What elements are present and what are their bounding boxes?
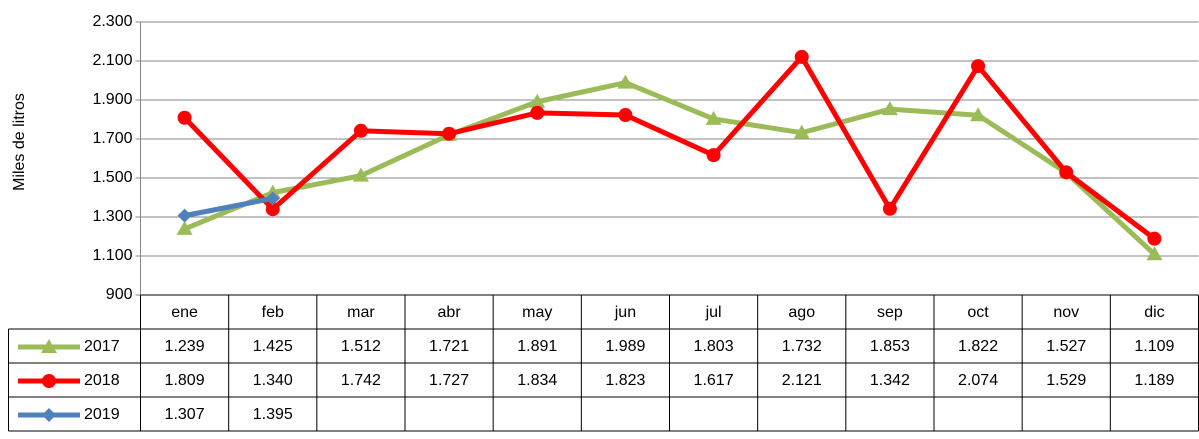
y-tick-label: 900 bbox=[106, 286, 133, 303]
y-tick-label: 1.700 bbox=[92, 130, 132, 147]
data-point bbox=[1059, 165, 1074, 180]
table-value: 1.809 bbox=[165, 372, 205, 389]
x-tick-label: feb bbox=[262, 304, 284, 321]
data-point bbox=[618, 108, 633, 123]
y-tick-label: 2.300 bbox=[92, 13, 132, 30]
table-value: 1.395 bbox=[253, 406, 293, 423]
table-value: 1.853 bbox=[870, 338, 910, 355]
table-value: 2.074 bbox=[958, 372, 998, 389]
legend-marker bbox=[42, 408, 56, 422]
data-point bbox=[177, 208, 192, 223]
x-tick-label: jun bbox=[614, 304, 636, 321]
data-point bbox=[970, 107, 987, 122]
data-point bbox=[353, 123, 368, 138]
y-tick-label: 2.100 bbox=[92, 52, 132, 69]
data-point bbox=[177, 110, 192, 125]
data-point bbox=[265, 202, 280, 217]
data-point bbox=[530, 105, 545, 120]
legend-marker bbox=[42, 374, 56, 388]
table-value: 1.732 bbox=[782, 338, 822, 355]
data-point bbox=[617, 74, 634, 89]
table-value: 1.239 bbox=[165, 338, 205, 355]
x-tick-label: ago bbox=[788, 304, 815, 321]
table-value: 1.425 bbox=[253, 338, 293, 355]
table-value: 1.342 bbox=[870, 372, 910, 389]
data-point bbox=[882, 201, 897, 216]
x-tick-label: ene bbox=[171, 304, 198, 321]
table-value: 1.823 bbox=[605, 372, 645, 389]
table-value: 1.891 bbox=[517, 338, 557, 355]
data-point bbox=[1147, 231, 1162, 246]
table-value: 1.803 bbox=[694, 338, 734, 355]
y-tick-label: 1.300 bbox=[92, 208, 132, 225]
table-value: 1.189 bbox=[1134, 372, 1174, 389]
table-value: 1.109 bbox=[1134, 338, 1174, 355]
data-point bbox=[352, 167, 369, 182]
table-value: 1.742 bbox=[341, 372, 381, 389]
data-point bbox=[1146, 246, 1163, 261]
series-line bbox=[182, 54, 1156, 241]
table-value: 1.340 bbox=[253, 372, 293, 389]
x-tick-label: may bbox=[522, 304, 552, 321]
data-point bbox=[442, 126, 457, 141]
x-tick-label: oct bbox=[967, 304, 989, 321]
data-point bbox=[706, 148, 721, 163]
legend-label: 2018 bbox=[84, 372, 120, 389]
x-tick-label: nov bbox=[1053, 304, 1079, 321]
y-tick-label: 1.900 bbox=[92, 91, 132, 108]
y-tick-label: 1.500 bbox=[92, 169, 132, 186]
x-tick-label: dic bbox=[1144, 304, 1164, 321]
y-tick-label: 1.100 bbox=[92, 247, 132, 264]
table-value: 1.617 bbox=[694, 372, 734, 389]
y-axis-title: Miles de litros bbox=[11, 93, 28, 191]
table-value: 2.121 bbox=[782, 372, 822, 389]
x-tick-label: sep bbox=[877, 304, 903, 321]
series-line bbox=[183, 80, 1157, 257]
table-value: 1.512 bbox=[341, 338, 381, 355]
data-point bbox=[971, 59, 986, 74]
table-value: 1.727 bbox=[429, 372, 469, 389]
table-value: 1.527 bbox=[1046, 338, 1086, 355]
data-point bbox=[705, 110, 722, 125]
data-point bbox=[265, 191, 280, 206]
legend-label: 2019 bbox=[84, 406, 120, 423]
x-tick-label: abr bbox=[438, 304, 462, 321]
table-value: 1.721 bbox=[429, 338, 469, 355]
data-point bbox=[176, 220, 193, 235]
data-point bbox=[793, 124, 810, 139]
legend-marker bbox=[41, 339, 57, 353]
x-tick-label: mar bbox=[347, 304, 375, 321]
data-point bbox=[794, 49, 809, 64]
x-tick-label: jul bbox=[705, 304, 722, 321]
table-value: 1.822 bbox=[958, 338, 998, 355]
data-point bbox=[881, 101, 898, 116]
series-line bbox=[184, 196, 274, 219]
table-value: 1.834 bbox=[517, 372, 557, 389]
table-value: 1.307 bbox=[165, 406, 205, 423]
data-point bbox=[529, 93, 546, 108]
table-value: 1.989 bbox=[605, 338, 645, 355]
table-value: 1.529 bbox=[1046, 372, 1086, 389]
legend-label: 2017 bbox=[84, 338, 120, 355]
